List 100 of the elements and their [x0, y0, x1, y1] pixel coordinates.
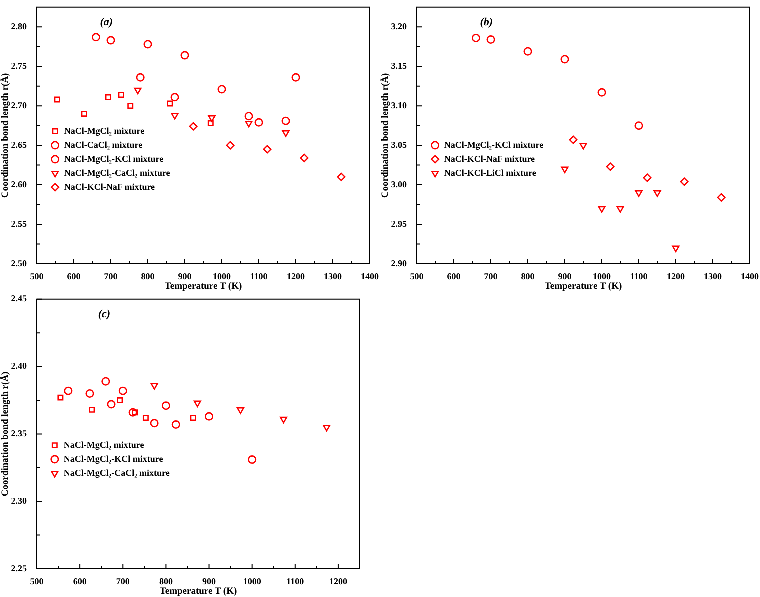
x-tick-label: 1400 — [361, 272, 380, 282]
y-tick-label: 2.90 — [391, 258, 408, 268]
point — [142, 415, 149, 422]
point — [150, 383, 158, 390]
legend-label: NaCl-MgCl₂-CaCl₂ mixture — [64, 468, 170, 478]
y-tick-label: 3.20 — [391, 21, 408, 32]
y-tick-label: 2.60 — [11, 179, 28, 190]
x-tick-label: 900 — [178, 272, 192, 282]
x-tick-label: 1400 — [741, 272, 760, 282]
y-tick-label: 2.75 — [11, 60, 28, 71]
point — [89, 406, 96, 413]
point — [128, 408, 138, 417]
point — [580, 143, 588, 150]
x-tick-label: 700 — [104, 272, 118, 282]
y-tick-label: 2.45 — [11, 294, 28, 304]
point — [58, 394, 64, 401]
x-tick-label: 1300 — [704, 272, 722, 282]
point — [254, 118, 264, 127]
point — [118, 92, 124, 98]
x-tick-label: 800 — [521, 272, 536, 282]
x-tick-label: 1000 — [213, 272, 232, 282]
y-tick-label: 2.55 — [11, 218, 28, 229]
point — [64, 386, 73, 396]
point — [106, 36, 116, 45]
point — [680, 178, 689, 186]
x-tick-label: 1200 — [667, 272, 686, 282]
point — [117, 398, 124, 404]
point — [208, 115, 216, 122]
point — [86, 390, 94, 398]
point — [118, 386, 128, 396]
x-tick-label: 700 — [484, 272, 498, 282]
annotation: (a) — [100, 16, 114, 29]
legend-label: NaCl-MgCl₂-CaCl₂ mixture — [64, 168, 170, 178]
point — [54, 96, 60, 103]
y-tick-label: 2.65 — [11, 140, 28, 150]
x-tick-label: 1200 — [287, 272, 306, 282]
legend-label: NaCl-KCl-NaF mixture — [64, 182, 156, 192]
point — [134, 88, 142, 95]
point — [194, 400, 202, 408]
point — [323, 425, 331, 432]
x-tick-label: 900 — [202, 576, 217, 587]
point — [643, 174, 652, 182]
point — [598, 88, 606, 97]
annotation: (b) — [480, 16, 494, 29]
y-axis-title: Coordination bond length r(Å) — [0, 372, 12, 497]
point — [292, 73, 300, 82]
y-tick-label: 3.15 — [391, 60, 408, 71]
x-tick-label: 1100 — [286, 576, 305, 587]
point — [672, 246, 680, 252]
point — [654, 190, 662, 198]
point — [560, 55, 570, 64]
point — [282, 116, 290, 126]
point — [81, 111, 88, 117]
y-tick-label: 3.10 — [391, 100, 408, 110]
point — [606, 162, 615, 172]
x-tick-label: 900 — [558, 272, 572, 282]
x-tick-label: 500 — [30, 272, 44, 282]
y-axis-title: Coordination bond length r(Å) — [380, 73, 392, 198]
point — [472, 34, 480, 42]
point — [598, 206, 606, 213]
y-tick-label: 2.40 — [11, 361, 28, 372]
point — [180, 51, 190, 60]
x-tick-label: 500 — [410, 272, 424, 282]
point — [92, 33, 100, 42]
point — [144, 40, 152, 49]
point — [226, 141, 235, 150]
point — [282, 130, 290, 138]
point — [524, 47, 532, 56]
legend-label: NaCl-MgCl₂-KCl mixture — [444, 140, 544, 150]
y-tick-label: 2.25 — [11, 563, 28, 574]
point — [717, 193, 726, 202]
point — [569, 136, 578, 144]
x-axis-title: Temperature T (K) — [160, 586, 238, 597]
point — [162, 402, 170, 410]
legend-label: NaCl-KCl-NaF mixture — [444, 154, 536, 164]
x-tick-label: 1100 — [630, 272, 648, 282]
point — [300, 154, 309, 162]
y-tick-label: 2.70 — [11, 100, 28, 110]
y-tick-label: 2.30 — [11, 496, 28, 506]
point — [218, 85, 226, 94]
point — [245, 121, 253, 128]
point — [236, 407, 244, 414]
y-tick-label: 3.05 — [391, 140, 408, 150]
point — [190, 415, 196, 422]
point — [561, 166, 569, 174]
x-tick-label: 1000 — [593, 272, 612, 282]
y-axis-title: Coordination bond length r(Å) — [0, 73, 12, 198]
legend-label: NaCl-MgCl₂ mixture — [64, 126, 145, 136]
x-axis-title: Temperature T (K) — [164, 282, 242, 292]
y-tick-label: 2.50 — [11, 258, 28, 268]
point — [248, 456, 257, 464]
point — [136, 73, 145, 82]
point — [635, 190, 643, 198]
point — [244, 112, 254, 121]
annotation: (c) — [98, 308, 111, 321]
x-tick-label: 1000 — [243, 576, 262, 587]
x-axis-title: Temperature T (K) — [544, 282, 622, 292]
y-tick-label: 3.00 — [391, 179, 408, 190]
point — [189, 122, 198, 131]
point — [102, 377, 110, 386]
